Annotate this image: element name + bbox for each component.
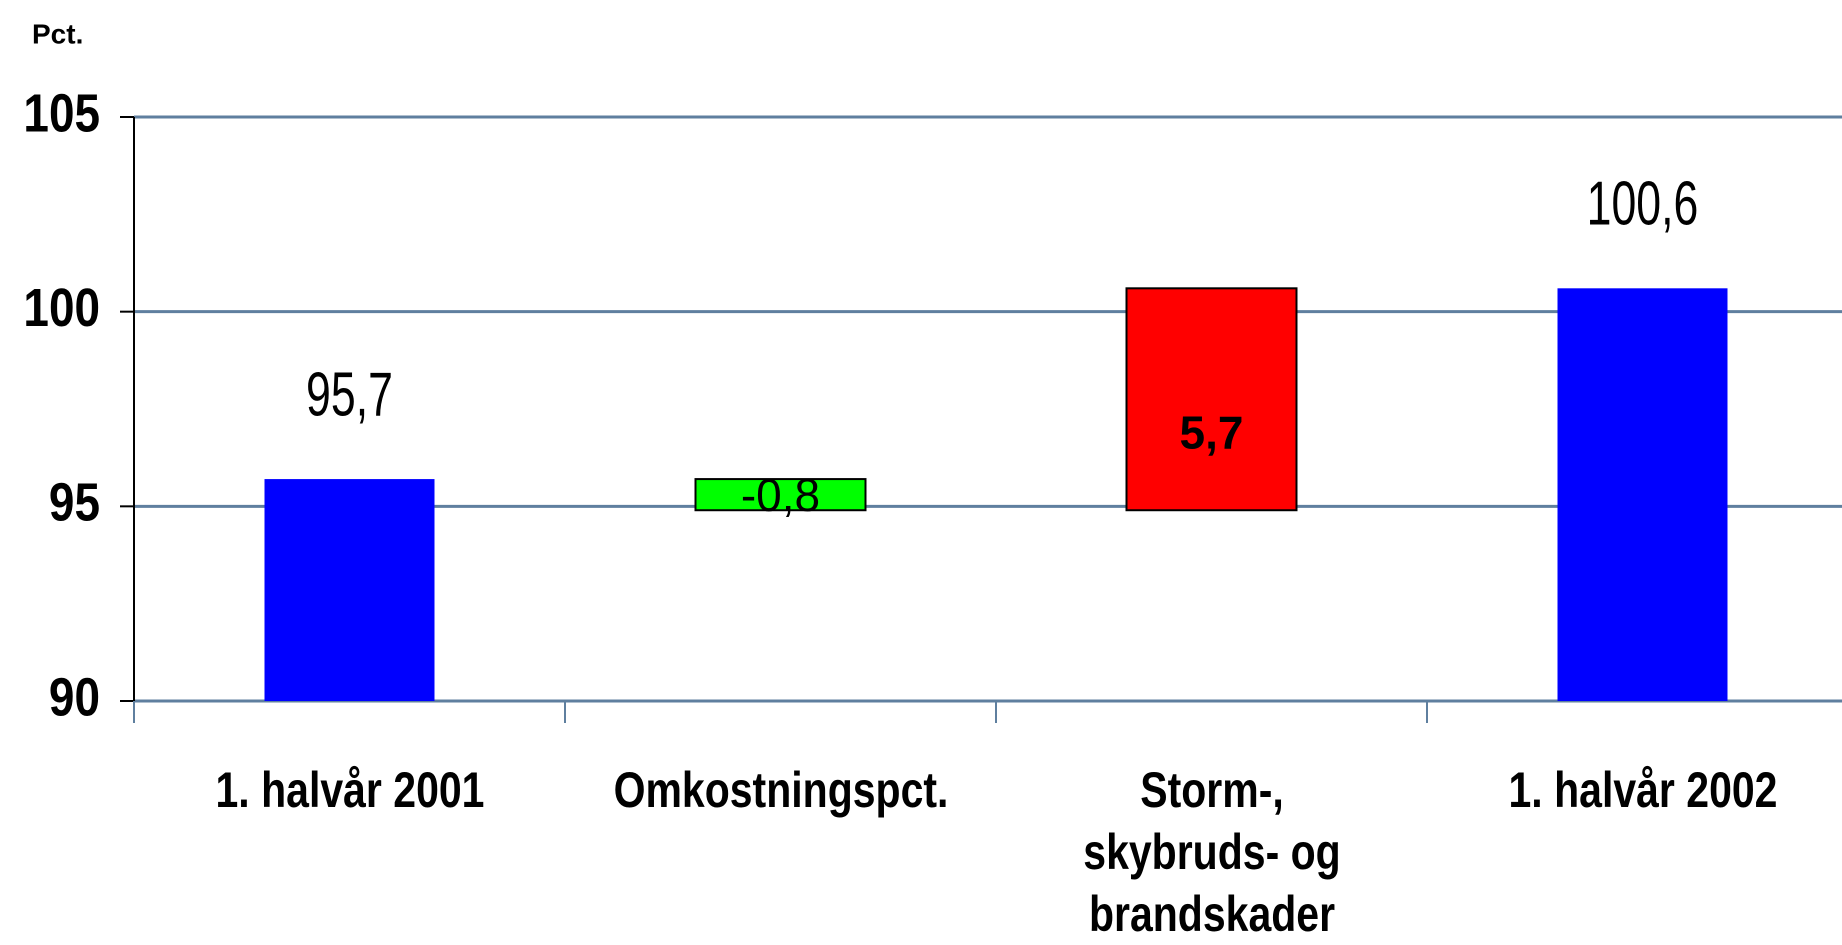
x-tick-label: Storm-, skybruds- og brandskader	[1082, 762, 1341, 942]
bar	[1125, 287, 1298, 512]
value-label: 95,7	[306, 360, 393, 429]
y-tick-label: 100	[23, 277, 100, 337]
value-label: 5,7	[1180, 406, 1244, 458]
y-tick-label: 105	[23, 83, 100, 143]
bar	[1557, 288, 1728, 701]
chart: Pct. 90 95 100 105 95,7 -0,8 5,7 100,6	[23, 18, 1842, 727]
bar	[264, 479, 435, 701]
y-tick-label: 95	[49, 472, 100, 532]
bar	[694, 478, 867, 512]
y-tick-label: 90	[49, 667, 100, 727]
x-tick-label: Omkostningspct.	[613, 762, 948, 818]
y-axis-label: Pct.	[32, 18, 83, 49]
value-label: 100,6	[1587, 170, 1699, 239]
x-tick-label: 1. halvår 2001	[215, 762, 484, 818]
value-label: -0,8	[741, 469, 820, 521]
x-tick-label: 1. halvår 2002	[1508, 762, 1777, 818]
